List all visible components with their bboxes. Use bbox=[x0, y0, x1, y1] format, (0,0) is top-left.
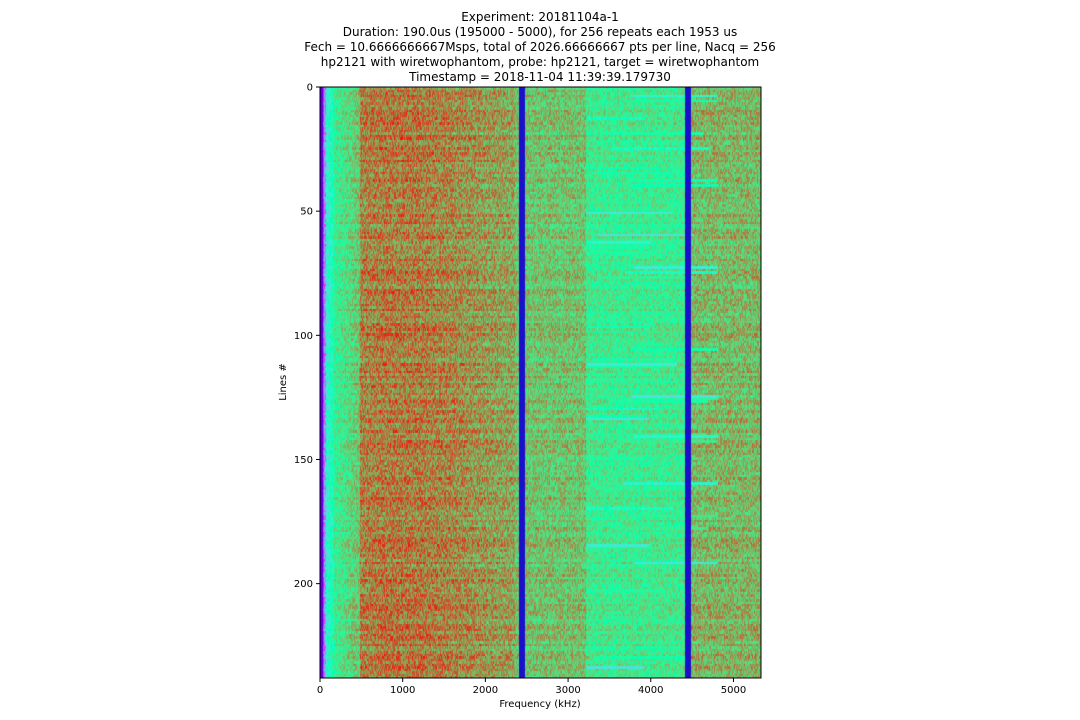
y-tick-label: 0 bbox=[307, 83, 313, 94]
y-tick-label: 50 bbox=[300, 207, 313, 218]
title-line-duration: Duration: 190.0us (195000 - 5000), for 2… bbox=[343, 25, 737, 39]
chart-title: Experiment: 20181104a-1 Duration: 190.0u… bbox=[304, 10, 776, 84]
heatmap-region bbox=[320, 87, 761, 678]
title-line-experiment: Experiment: 20181104a-1 bbox=[461, 10, 619, 24]
title-line-probe: hp2121 with wiretwophantom, probe: hp212… bbox=[321, 55, 760, 69]
title-line-sampling: Fech = 10.6666666667Msps, total of 2026.… bbox=[304, 40, 776, 54]
heatmap-image bbox=[320, 87, 761, 678]
x-axis-label: Frequency (kHz) bbox=[499, 699, 580, 710]
x-tick-label: 5000 bbox=[721, 685, 746, 696]
x-axis: 0 1000 2000 3000 4000 5000 bbox=[317, 678, 746, 696]
x-tick-label: 1000 bbox=[390, 685, 415, 696]
y-tick-label: 100 bbox=[294, 331, 313, 342]
x-tick-label: 4000 bbox=[638, 685, 663, 696]
y-axis-label: Lines # bbox=[278, 363, 289, 401]
x-tick-label: 2000 bbox=[473, 685, 498, 696]
x-tick-label: 0 bbox=[317, 685, 323, 696]
plot-frame bbox=[319, 86, 762, 679]
y-tick-label: 200 bbox=[294, 579, 313, 590]
x-tick-label: 3000 bbox=[555, 685, 580, 696]
y-axis: 0 50 100 150 200 bbox=[294, 83, 320, 590]
title-line-timestamp: Timestamp = 2018-11-04 11:39:39.179730 bbox=[408, 70, 671, 84]
y-tick-label: 150 bbox=[294, 455, 313, 466]
